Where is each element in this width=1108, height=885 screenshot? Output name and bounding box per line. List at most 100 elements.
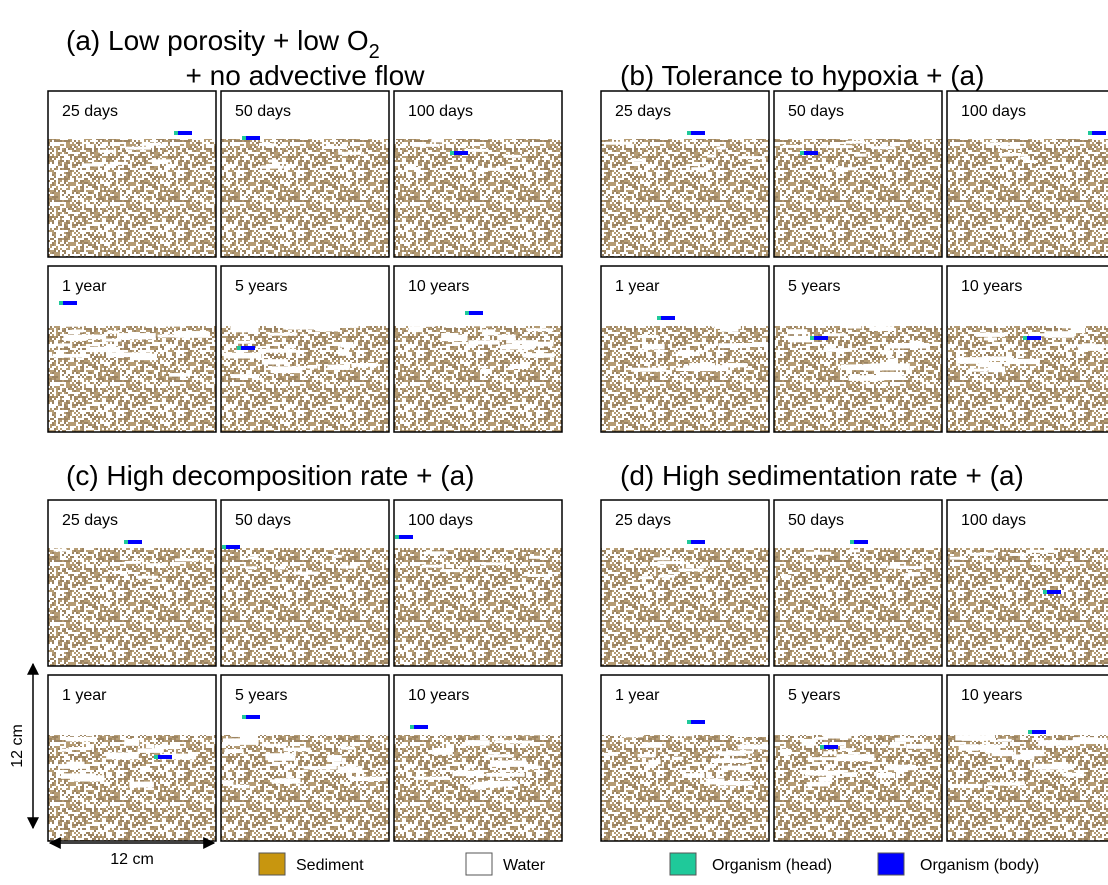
burrow (137, 748, 164, 753)
burrow (829, 742, 846, 746)
burrow (801, 739, 816, 746)
panel-frame (946, 90, 1108, 258)
burrow (870, 146, 896, 150)
burrow (826, 333, 846, 337)
burrow (631, 367, 667, 372)
burrow (110, 352, 151, 358)
burrow (441, 333, 459, 339)
burrow (262, 743, 273, 747)
group-title: (b) Tolerance to hypoxia + (a) (620, 60, 984, 91)
burrow (333, 554, 342, 558)
burrow (129, 781, 154, 788)
panel-label: 25 days (615, 103, 671, 120)
burrow (507, 740, 533, 744)
burrow (712, 751, 737, 755)
burrow (150, 159, 172, 163)
burrow (807, 757, 837, 761)
burrow (969, 552, 996, 556)
organism-body (854, 540, 868, 544)
organism-head (222, 545, 226, 549)
burrow (1082, 343, 1095, 347)
burrow (991, 318, 1002, 324)
burrow (710, 323, 733, 327)
burrow (110, 727, 122, 731)
burrow (1009, 552, 1026, 556)
organism-head (174, 131, 178, 135)
burrow (1020, 750, 1045, 757)
burrow (818, 776, 833, 782)
sediment (48, 326, 216, 432)
group-title-line2: + no advective flow (186, 60, 426, 91)
burrow (59, 731, 75, 735)
burrow (528, 555, 543, 559)
burrow (98, 149, 114, 153)
burrow (979, 362, 1003, 368)
title-text: (a) Low porosity + low O (66, 25, 369, 56)
burrow (509, 363, 529, 369)
burrow (870, 375, 902, 381)
legend-swatch (877, 852, 905, 876)
organism-body (241, 346, 255, 350)
organism-body (691, 131, 705, 135)
group-title: (d) High sedimentation rate + (a) (620, 460, 1024, 491)
panel-label: 25 days (62, 512, 118, 529)
organism-head (154, 755, 158, 759)
burrow (174, 331, 209, 338)
burrow (243, 735, 256, 739)
burrow (804, 770, 839, 776)
burrow (1014, 781, 1025, 786)
burrow (53, 343, 73, 347)
burrow (671, 733, 695, 737)
burrow (468, 340, 500, 345)
burrow (452, 770, 484, 777)
organism-body (178, 131, 192, 135)
burrow (658, 574, 676, 578)
panel-frame (47, 265, 217, 433)
organism-body (814, 336, 828, 340)
burrow (1011, 754, 1035, 760)
burrow (71, 329, 84, 333)
burrow (710, 758, 749, 764)
organism-head (687, 540, 691, 544)
burrow (337, 766, 363, 773)
burrow (423, 551, 448, 555)
burrow (961, 737, 987, 741)
sediment (221, 139, 389, 257)
burrow (269, 332, 298, 336)
burrow (408, 323, 436, 327)
burrow (637, 753, 656, 758)
group-title: (a) Low porosity + low O2 (66, 25, 380, 63)
organism-head (1043, 590, 1047, 594)
panel-label: 5 years (788, 278, 840, 295)
burrow (141, 767, 153, 772)
burrow (491, 760, 527, 767)
burrow (351, 363, 378, 367)
burrow (407, 167, 421, 171)
burrow (887, 764, 917, 771)
burrow (984, 337, 997, 341)
burrow (506, 340, 538, 344)
burrow (678, 568, 704, 572)
panel-label: 5 years (235, 278, 287, 295)
panel-label: 100 days (408, 512, 473, 529)
burrow (836, 754, 875, 762)
burrow (124, 560, 141, 564)
organism-body (246, 715, 260, 719)
organism-body (469, 311, 483, 315)
scale-label: 12 cm (110, 851, 154, 868)
panel-frame (47, 90, 217, 258)
panel-frame (220, 90, 390, 258)
panel-frame (393, 265, 563, 433)
burrow (258, 143, 272, 147)
burrow (343, 321, 361, 325)
panel-label: 5 years (788, 687, 840, 704)
burrow (514, 317, 526, 321)
burrow (136, 575, 159, 579)
burrow (133, 354, 156, 361)
burrow (648, 759, 661, 765)
organism-body (246, 136, 260, 140)
panel-frame (393, 90, 563, 258)
sediment (601, 548, 769, 666)
burrow (841, 748, 855, 752)
burrow (90, 726, 102, 731)
